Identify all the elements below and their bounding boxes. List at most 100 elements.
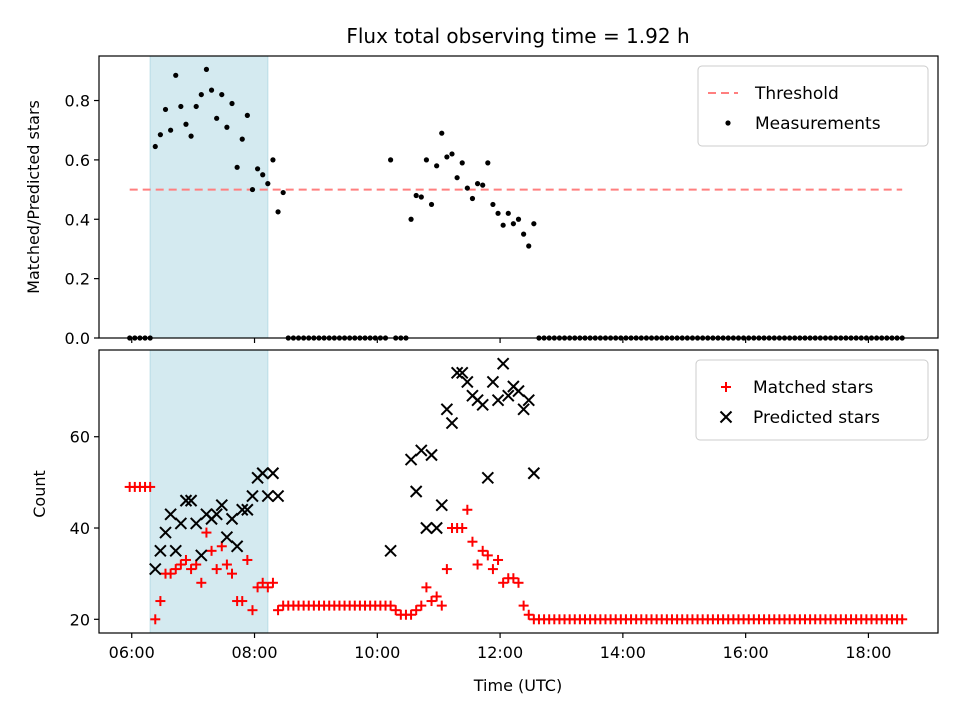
y-tick-label: 0.0 <box>65 329 90 348</box>
measurement-point <box>157 132 163 138</box>
measurement-point <box>193 103 199 110</box>
x-tick-label: 10:00 <box>354 643 400 662</box>
x-tick-label: 16:00 <box>723 643 769 662</box>
predicted-stars-point <box>456 366 469 380</box>
measurement-point <box>459 160 465 166</box>
bottom-axis-ticks: 20 40 60 06:00 08:00 10:00 12:00 14:00 16:00 18:0… <box>70 428 892 662</box>
measurement-point <box>254 166 261 172</box>
predicted-stars-point <box>236 503 249 516</box>
matched-stars-point <box>482 550 493 561</box>
matched-stars-point <box>227 568 238 579</box>
measurement-point <box>183 121 189 127</box>
predicted-stars-point <box>496 357 510 370</box>
predicted-stars-point <box>527 467 541 480</box>
measurement-point <box>526 243 532 249</box>
bottom-series-layer <box>124 357 908 625</box>
matched-stars-point <box>897 614 908 625</box>
matched-stars-point <box>175 559 186 570</box>
matched-stars-point <box>273 605 284 616</box>
y-tick-label: 60 <box>70 428 90 447</box>
x-tick-label: 12:00 <box>477 643 523 662</box>
measurement-point <box>198 91 204 98</box>
measurement-point <box>234 164 240 170</box>
predicted-stars-point <box>256 467 269 480</box>
measurement-point <box>162 106 169 113</box>
matched-stars-point <box>513 577 524 588</box>
matched-stars-point <box>467 536 478 547</box>
chart-title: Flux total observing time = 1.92 h <box>346 24 689 48</box>
predicted-stars-point <box>246 489 259 503</box>
measurement-point <box>275 209 281 215</box>
measurement-point <box>531 221 537 227</box>
legend-entry: Threshold <box>708 84 839 104</box>
bottom-legend: Matched stars Predicted stars <box>695 359 929 441</box>
matched-stars-point <box>426 596 437 607</box>
matched-stars-point <box>180 554 191 565</box>
predicted-stars-point <box>450 366 464 380</box>
x-axis-label: Time (UTC) <box>473 676 562 695</box>
x-tick-label: 14:00 <box>600 643 646 662</box>
predicted-stars-point <box>174 517 188 530</box>
measurement-point <box>260 172 266 178</box>
predicted-stars-point <box>502 389 515 402</box>
matched-stars-point <box>523 609 534 620</box>
matched-stars-point <box>206 545 217 556</box>
measurement-point <box>418 194 424 200</box>
matched-stars-point <box>150 614 161 625</box>
legend-measurement-swatch <box>725 120 731 126</box>
predicted-stars-point <box>149 562 162 576</box>
legend-label: Threshold <box>754 84 839 104</box>
matched-stars-point <box>155 596 166 607</box>
measurement-point <box>188 133 194 139</box>
predicted-stars-point <box>225 512 239 526</box>
x-tick-label: 06:00 <box>109 643 155 662</box>
legend-predicted-swatch <box>719 410 733 424</box>
predicted-stars-point <box>189 517 203 530</box>
x-tick-label: 18:00 <box>845 643 891 662</box>
y-tick-label: 0.8 <box>65 92 90 111</box>
matched-stars-point <box>201 527 212 538</box>
measurement-point <box>178 103 184 110</box>
predicted-stars-point <box>461 375 474 389</box>
measurement-point <box>444 154 450 160</box>
matched-stars-point <box>170 564 181 575</box>
matched-stars-point <box>242 554 253 565</box>
matched-stars-point <box>257 577 268 588</box>
predicted-stars-point <box>440 403 454 416</box>
measurement-point <box>469 195 476 202</box>
top-y-axis-label: Matched/Predicted stars <box>24 100 43 294</box>
measurement-point <box>480 182 486 188</box>
measurement-point <box>265 181 271 187</box>
matched-stars-point <box>493 554 504 565</box>
matched-stars-point <box>247 605 258 616</box>
matched-stars-point <box>267 577 278 588</box>
bottom-subplot: 20 40 60 06:00 08:00 10:00 12:00 14:00 16:00 18:0… <box>30 349 939 695</box>
measurement-point <box>270 157 276 163</box>
matched-stars-point <box>457 523 468 534</box>
legend-label: Matched stars <box>753 378 873 398</box>
predicted-stars-point <box>425 448 438 462</box>
highlight-span-rect <box>149 55 269 339</box>
measurement-point <box>521 231 527 237</box>
predicted-stars-point <box>486 375 500 389</box>
highlight-span-rect <box>149 349 269 634</box>
measurement-point <box>203 66 210 72</box>
matched-stars-point <box>252 582 263 593</box>
predicted-stars-point <box>210 508 223 521</box>
measurement-point <box>449 151 455 157</box>
measurement-point <box>439 130 445 136</box>
measurement-point <box>515 216 522 222</box>
measurement-point <box>280 189 286 196</box>
measurement-point <box>495 210 501 216</box>
legend-entry: Matched stars <box>721 378 873 398</box>
matched-stars-point <box>498 577 509 588</box>
predicted-stars-point <box>195 549 208 562</box>
measurement-point <box>239 136 245 142</box>
y-tick-label: 0.6 <box>65 151 90 170</box>
top-subplot: 0.00.20.40.60.8 Matched/Predicted stars … <box>24 55 939 348</box>
predicted-stars-point <box>266 467 280 480</box>
measurement-point <box>413 192 419 199</box>
matched-stars-point <box>508 573 519 584</box>
legend-label: Predicted stars <box>753 408 880 428</box>
